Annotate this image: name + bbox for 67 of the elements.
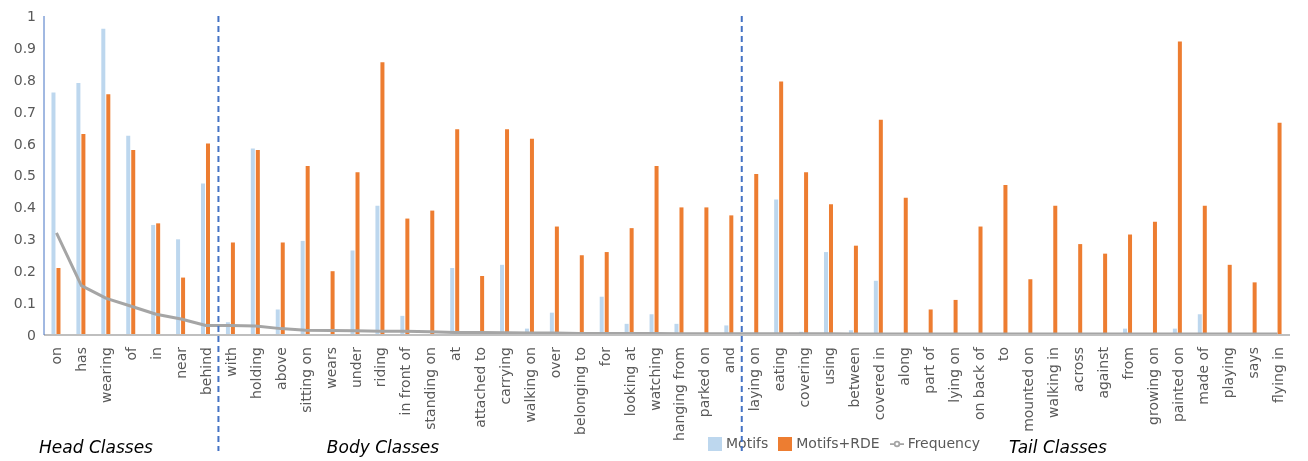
x-tick-label: behind	[197, 347, 214, 396]
x-tick-label: walking in	[1045, 347, 1062, 418]
text: Body Classes	[326, 437, 440, 457]
x-tick-label: of	[123, 345, 140, 361]
text: Head Classes	[39, 437, 154, 457]
x-tick-label: near	[173, 346, 190, 379]
x-tick-label: on	[48, 347, 65, 365]
y-tick-label: 1	[27, 7, 36, 24]
x-tick-label: painted on	[1169, 347, 1186, 423]
x-tick-label: laying on	[746, 347, 763, 412]
x-tick-label: parked on	[696, 347, 713, 418]
text: Tail Classes	[1009, 437, 1108, 457]
x-tick-label: walking on	[521, 347, 538, 423]
x-tick-label: wearing	[98, 347, 115, 404]
x-tick-label: against	[1095, 346, 1112, 399]
x-tick-label: standing on	[422, 347, 439, 430]
x-tick-label: watching	[646, 347, 663, 411]
x-tick-label: lying on	[945, 347, 962, 403]
legend-label: Frequency	[907, 435, 980, 451]
x-tick-label: across	[1070, 347, 1087, 392]
legend-label: Motifs	[726, 435, 769, 451]
x-tick-label: looking at	[621, 346, 638, 417]
x-tick-label: covered in	[870, 347, 887, 421]
x-tick-label: riding	[372, 347, 389, 388]
x-tick-label: attached to	[472, 347, 489, 428]
y-tick-label: 0.4	[13, 199, 37, 216]
y-tick-label: 0.8	[13, 71, 36, 88]
y-tick-label: 0.7	[13, 103, 36, 120]
x-tick-label: and	[721, 347, 738, 374]
x-tick-label: part of	[920, 345, 937, 394]
y-tick-label: 0.2	[13, 263, 36, 280]
x-tick-label: along	[895, 347, 912, 386]
x-tick-label: eating	[771, 347, 788, 392]
x-tick-label: for	[596, 346, 613, 367]
x-tick-label: mounted on	[1020, 347, 1037, 432]
x-tick-label: from	[1120, 347, 1137, 380]
x-tick-label: holding	[247, 347, 264, 399]
x-tick-label: covering	[796, 347, 813, 408]
x-tick-label: using	[820, 347, 837, 385]
x-tick-label: under	[347, 346, 364, 389]
x-tick-label: with	[222, 347, 239, 377]
x-tick-label: growing on	[1144, 347, 1161, 425]
y-tick-label: 0.3	[13, 231, 36, 248]
x-tick-label: says	[1244, 347, 1261, 379]
x-tick-label: between	[845, 347, 862, 408]
x-tick-label: sitting on	[297, 347, 314, 413]
y-tick-label: 0.5	[13, 167, 36, 184]
x-tick-label: playing	[1219, 347, 1236, 399]
y-tick-label: 0	[27, 326, 36, 343]
y-tick-label: 0.9	[13, 39, 36, 56]
y-tick-label: 0.1	[13, 295, 36, 312]
x-tick-label: made of	[1194, 345, 1211, 405]
x-tick-label: over	[546, 346, 563, 379]
legend-label: Motifs+RDE	[796, 435, 880, 451]
x-tick-label: in	[148, 347, 165, 360]
x-tick-label: carrying	[497, 347, 514, 405]
x-tick-label: above	[272, 347, 289, 390]
x-tick-label: belonging to	[571, 347, 588, 435]
x-tick-label: to	[995, 347, 1012, 362]
y-tick-label: 0.6	[13, 135, 37, 152]
x-tick-label: has	[73, 347, 90, 372]
x-tick-label: at	[447, 346, 464, 362]
x-tick-label: in front of	[397, 345, 414, 416]
x-tick-label: flying in	[1269, 347, 1286, 403]
x-tick-label: on back of	[970, 345, 987, 421]
x-tick-label: wears	[322, 347, 339, 389]
x-tick-label: hanging from	[671, 347, 688, 441]
